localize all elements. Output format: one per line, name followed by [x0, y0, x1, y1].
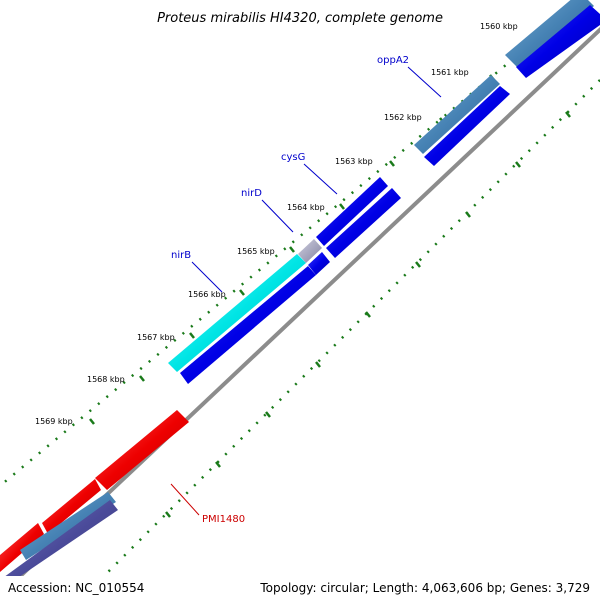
tick-label: 1567 kbp [137, 333, 175, 342]
map-title: Proteus mirabilis HI4320, complete genom… [157, 11, 443, 26]
gene-label-oppA2[interactable]: oppA2 [377, 55, 409, 66]
tick-label: 1562 kbp [384, 113, 422, 122]
tick-label: 1563 kbp [335, 157, 373, 166]
gene-label-cysG[interactable]: cysG [281, 152, 305, 163]
feature-oppA2[interactable] [414, 75, 500, 154]
gene-label-nirD[interactable]: nirD [241, 188, 262, 199]
feature-blue-top[interactable] [516, 5, 600, 78]
tick-label: 1568 kbp [87, 375, 125, 384]
tick-label: 1560 kbp [480, 22, 518, 31]
feature-pmi1480-segment-1[interactable] [95, 410, 189, 490]
feature-blue-nirB-inner[interactable] [180, 266, 316, 384]
gene-label-PMI1480[interactable]: PMI1480 [202, 514, 245, 525]
inner-tick-ring [79, 79, 600, 600]
leader-line-PMI1480 [170, 483, 200, 516]
feature-nirD[interactable] [298, 239, 322, 263]
status-footer: Accession: NC_010554 Topology: circular;… [0, 576, 600, 600]
leader-line-cysG [303, 163, 338, 195]
tick-label: 1569 kbp [35, 417, 73, 426]
feature-nirB[interactable] [168, 254, 306, 372]
feature-blue-cysG-inner[interactable] [326, 188, 401, 258]
feature-steel-top[interactable] [505, 0, 594, 69]
tick-label: 1565 kbp [237, 247, 275, 256]
tick-labels: 1560 kbp 1561 kbp 1562 kbp 1563 kbp 1564… [35, 22, 518, 426]
gene-labels: oppA2 cysG nirD nirB PMI1480 [170, 55, 442, 525]
tick-label: 1566 kbp [188, 290, 226, 299]
forward-strand-track [0, 0, 594, 572]
tick-label: 1564 kbp [287, 203, 325, 212]
feature-pmi1480-segment-3[interactable] [0, 523, 44, 572]
gene-label-nirB[interactable]: nirB [171, 250, 191, 261]
feature-blue-oppA2-inner[interactable] [424, 86, 510, 166]
tick-label: 1561 kbp [431, 68, 469, 77]
feature-cysG[interactable] [316, 177, 388, 246]
outer-tick-ring [0, 0, 586, 488]
accession-text: Accession: NC_010554 [8, 581, 145, 595]
feature-blue-small[interactable] [308, 252, 330, 275]
reverse-strand-track [0, 5, 600, 590]
leader-line-nirB [191, 261, 223, 293]
genome-summary-text: Topology: circular; Length: 4,063,606 bp… [260, 581, 590, 595]
feature-steel-lower[interactable] [20, 492, 116, 560]
feature-pmi1480-segment-2[interactable] [42, 479, 101, 534]
inner-ring-ticks [165, 111, 571, 518]
leader-line-nirD [261, 199, 294, 233]
feature-purple-lower[interactable] [0, 500, 118, 590]
leader-line-oppA2 [407, 66, 442, 98]
